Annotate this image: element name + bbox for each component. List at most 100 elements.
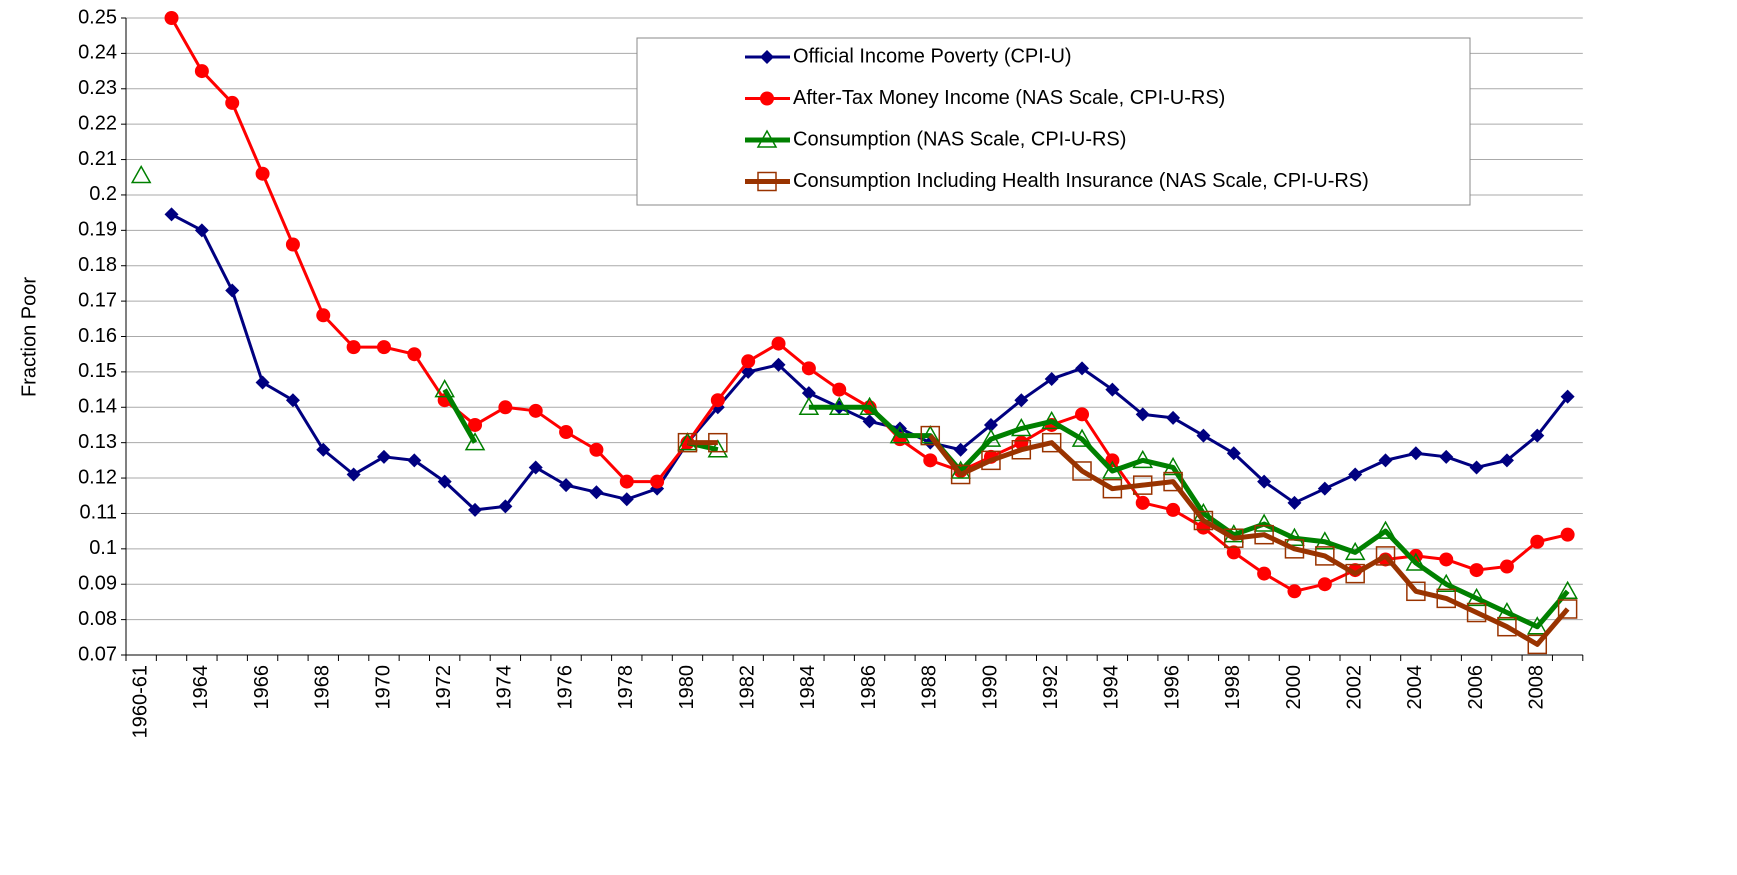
marker <box>1014 393 1029 408</box>
marker <box>255 166 270 181</box>
legend-label: After-Tax Money Income (NAS Scale, CPI-U… <box>793 87 1225 109</box>
marker <box>1011 417 1032 437</box>
marker <box>1224 528 1244 548</box>
marker <box>376 449 391 464</box>
marker <box>1163 471 1183 492</box>
marker <box>1527 634 1548 655</box>
x-tick-label: 1960-61 <box>129 665 151 738</box>
marker <box>1044 371 1059 386</box>
marker <box>950 464 971 485</box>
x-tick-label: 1986 <box>858 665 880 710</box>
marker <box>953 442 968 457</box>
marker <box>1560 389 1575 404</box>
y-tick-label: 0.18 <box>78 254 117 276</box>
x-tick-label: 1998 <box>1222 665 1244 710</box>
y-tick-label: 0.09 <box>78 573 117 595</box>
marker <box>677 432 698 453</box>
x-tick-label: 1988 <box>919 665 941 710</box>
marker <box>1314 531 1336 550</box>
marker <box>1499 453 1514 468</box>
marker <box>376 340 391 355</box>
marker <box>1196 428 1211 443</box>
marker <box>983 417 998 432</box>
y-tick-label: 0.07 <box>78 643 117 665</box>
marker <box>980 428 1002 447</box>
marker <box>346 340 361 355</box>
marker <box>1132 449 1154 469</box>
marker <box>828 396 850 416</box>
marker <box>801 361 816 376</box>
y-tick-label: 0.12 <box>78 466 117 488</box>
marker <box>1253 513 1275 532</box>
marker <box>859 396 880 416</box>
marker <box>981 450 1001 471</box>
x-tick-label: 2004 <box>1404 665 1426 710</box>
legend-label: Official Income Poverty (CPI-U) <box>793 45 1072 67</box>
x-tick-label: 2002 <box>1343 665 1365 710</box>
marker <box>1466 602 1487 623</box>
marker <box>1257 474 1272 489</box>
marker <box>1284 527 1305 546</box>
x-tick-label: 1992 <box>1040 665 1062 710</box>
marker <box>1284 539 1305 559</box>
marker <box>285 237 300 252</box>
y-tick-label: 0.14 <box>78 396 117 418</box>
marker <box>589 485 604 500</box>
marker <box>1378 453 1393 468</box>
marker <box>1408 446 1423 461</box>
marker <box>1406 581 1426 602</box>
marker <box>1469 563 1484 578</box>
marker <box>285 393 300 408</box>
legend-marker <box>757 171 777 192</box>
marker <box>708 432 728 453</box>
marker <box>1557 599 1578 619</box>
y-tick-label: 0.16 <box>78 325 117 347</box>
marker <box>1499 559 1514 574</box>
marker <box>316 442 331 457</box>
marker <box>225 283 240 298</box>
marker <box>1439 552 1454 567</box>
marker <box>1011 439 1032 460</box>
marker <box>710 393 725 408</box>
marker <box>1254 524 1274 545</box>
marker <box>559 425 574 440</box>
series-line <box>170 213 1569 512</box>
marker <box>1435 573 1457 592</box>
legend-marker <box>760 91 774 106</box>
marker <box>1317 577 1332 592</box>
marker <box>1526 616 1548 635</box>
marker <box>1405 552 1427 571</box>
marker <box>889 425 911 444</box>
x-tick-label: 1972 <box>433 665 455 710</box>
marker <box>1257 566 1272 581</box>
marker <box>832 382 847 397</box>
marker <box>1315 546 1335 566</box>
marker <box>1436 588 1456 609</box>
x-tick-label: 1976 <box>554 665 576 710</box>
marker <box>225 95 240 110</box>
x-tick-label: 1966 <box>251 665 273 710</box>
marker <box>1166 502 1181 517</box>
marker <box>1071 428 1093 447</box>
marker <box>1041 410 1062 430</box>
y-tick-label: 0.25 <box>78 6 117 28</box>
marker <box>164 207 179 222</box>
y-axis-label: Fraction Poor <box>18 277 40 397</box>
marker <box>1135 495 1150 510</box>
marker <box>1345 563 1365 584</box>
marker <box>1226 545 1241 560</box>
marker <box>1317 481 1332 496</box>
marker <box>771 357 786 372</box>
y-tick-label: 0.11 <box>80 502 117 524</box>
marker <box>741 364 756 379</box>
marker <box>798 396 820 416</box>
y-tick-label: 0.2 <box>89 183 117 205</box>
marker <box>1014 435 1029 450</box>
x-tick-label: 1996 <box>1161 665 1183 710</box>
marker <box>650 474 665 489</box>
marker <box>1105 382 1120 397</box>
marker <box>923 453 938 468</box>
marker <box>1496 602 1518 621</box>
y-tick-label: 0.21 <box>78 148 117 170</box>
